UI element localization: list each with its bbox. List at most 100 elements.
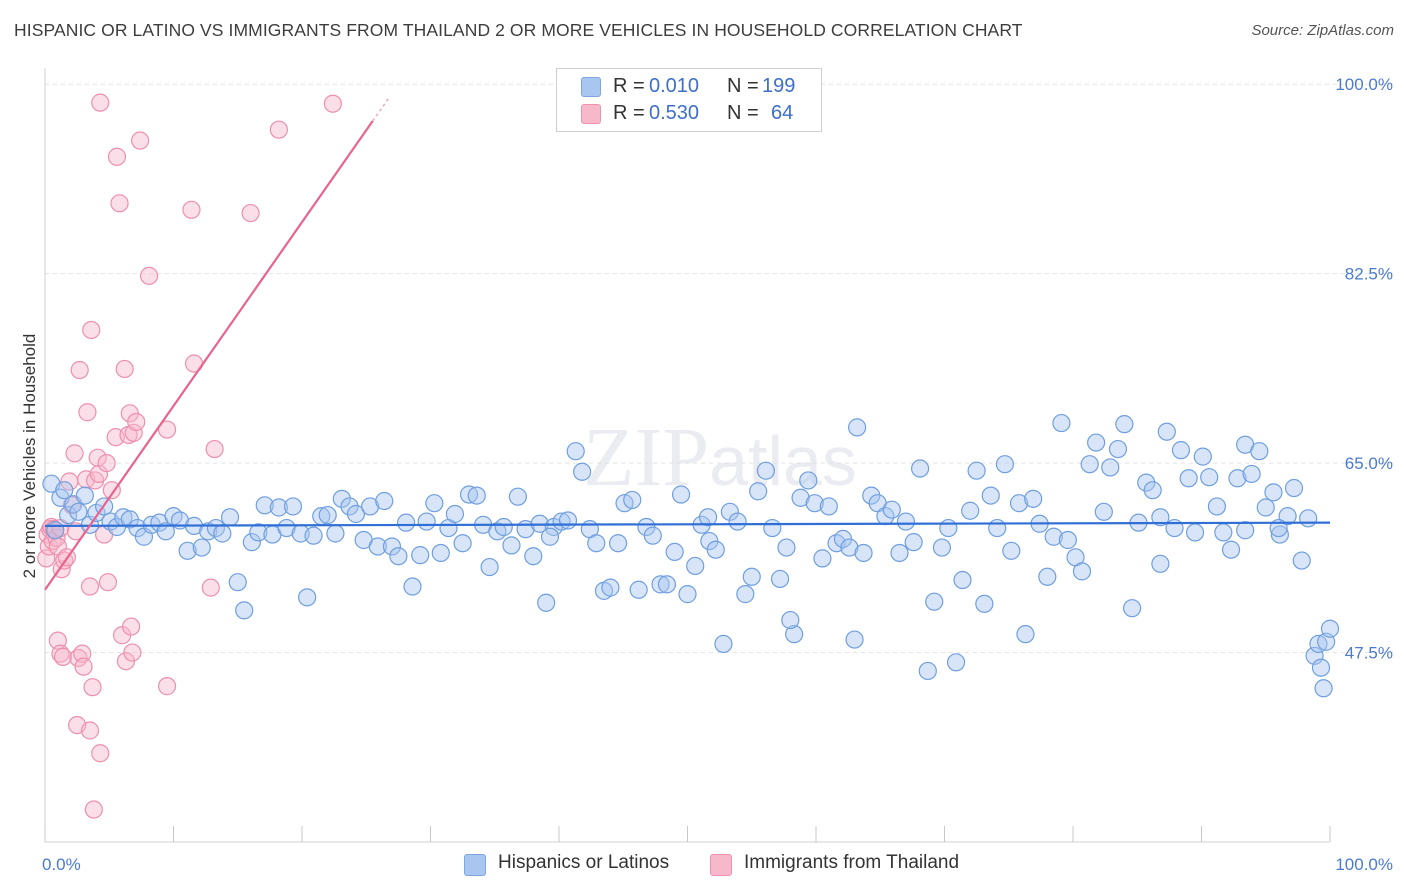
hispanic-point — [1108, 439, 1128, 459]
hispanic-point — [643, 526, 662, 545]
thailand-trend-extension — [372, 96, 390, 122]
hispanic-point — [728, 512, 747, 531]
thailand-point — [102, 481, 121, 500]
hispanic-point — [1185, 523, 1205, 542]
legend-n-label: N = — [727, 75, 759, 97]
hispanic-point — [346, 504, 366, 524]
hispanic-point — [777, 538, 796, 557]
hispanic-point — [1044, 527, 1063, 546]
hispanic-point — [375, 491, 394, 511]
hispanic-point — [1094, 502, 1113, 521]
thailand-point — [201, 578, 220, 597]
hispanic-point — [1002, 541, 1021, 560]
thailand-trend-line — [44, 120, 374, 591]
hispanic-point — [411, 546, 430, 565]
hispanic-point — [1221, 540, 1241, 559]
hispanic-point — [269, 498, 288, 517]
thailand-point — [98, 573, 118, 592]
hispanic-point — [629, 580, 648, 599]
hispanic-point — [1052, 413, 1071, 433]
hispanic-point — [799, 471, 818, 490]
thailand-point — [107, 147, 127, 166]
hispanic-point — [910, 459, 930, 478]
hispanic-point — [1137, 473, 1156, 492]
thailand-point — [91, 93, 110, 112]
legend-swatch-pink — [710, 854, 732, 876]
hispanic-point — [1016, 625, 1035, 644]
thailand-point — [205, 439, 224, 459]
hispanic-point — [1214, 523, 1233, 542]
hispanic-point — [988, 518, 1007, 538]
hispanic-point — [904, 533, 923, 552]
thailand-point — [110, 194, 129, 213]
trend-lines — [44, 96, 1331, 591]
hispanic-point — [1236, 521, 1255, 540]
hispanic-point — [714, 634, 733, 653]
thailand-points — [37, 93, 342, 819]
hispanic-point — [249, 523, 268, 542]
hispanic-point — [953, 570, 972, 590]
legend-label: Immigrants from Thailand — [744, 852, 960, 873]
hispanic-point — [1009, 494, 1029, 513]
hispanic-point — [283, 497, 303, 516]
hispanic-point — [686, 556, 705, 576]
hispanic-point — [75, 486, 94, 505]
hispanic-point — [890, 543, 909, 563]
hispanic-point — [854, 543, 873, 563]
hispanic-point — [1311, 658, 1331, 677]
thailand-point — [37, 549, 56, 568]
hispanic-point — [1087, 433, 1106, 452]
hispanic-point — [340, 497, 359, 516]
hispanic-point — [459, 485, 479, 504]
hispanic-point — [698, 508, 718, 527]
hispanic-point — [848, 418, 867, 437]
hispanic-point — [587, 534, 606, 553]
hispanic-point — [1024, 489, 1043, 508]
hispanic-point — [502, 536, 521, 555]
hispanic-point — [657, 575, 677, 594]
thailand-point — [78, 403, 97, 422]
hispanic-point — [819, 497, 838, 516]
hispanic-point — [1080, 455, 1099, 474]
legend-r-label: R = — [613, 75, 645, 97]
hispanic-point — [277, 518, 296, 538]
thailand-point — [88, 448, 107, 467]
watermark: ZIPatlas — [583, 411, 857, 504]
thailand-point — [91, 744, 110, 763]
hispanic-point — [55, 481, 74, 500]
legend-label: Hispanics or Latinos — [498, 852, 670, 873]
hispanic-point — [1314, 679, 1333, 698]
thailand-point — [74, 657, 93, 676]
hispanic-point — [298, 588, 317, 607]
legend-swatch-pink — [581, 104, 601, 124]
hispanic-point — [805, 494, 824, 513]
hispanic-point — [896, 512, 916, 531]
hispanic-point — [1264, 483, 1283, 502]
hispanic-point — [1228, 469, 1247, 488]
hispanic-point — [255, 496, 274, 515]
hispanic-point — [862, 486, 881, 505]
thailand-point — [73, 644, 92, 663]
hispanic-point — [368, 537, 387, 556]
source-label: Source: ZipAtlas.com — [1251, 22, 1394, 39]
grid-lines — [45, 83, 1395, 654]
hispanic-point — [961, 501, 980, 520]
hispanic-point — [156, 522, 175, 541]
hispanic-point — [46, 521, 65, 540]
hispanic-point — [1101, 458, 1120, 477]
hispanic-point — [1256, 498, 1275, 517]
hispanic-point — [1270, 525, 1289, 544]
hispanic-point — [706, 540, 725, 559]
hispanic-point — [1151, 554, 1170, 573]
thailand-point — [51, 644, 70, 663]
thailand-point — [157, 420, 177, 439]
legend-r-value: 0.010 — [649, 75, 700, 97]
hispanic-point — [558, 511, 578, 530]
thailand-point — [121, 617, 141, 636]
hispanic-point — [1193, 447, 1212, 466]
tick-labels: 47.5% 65.0% 82.5% 100.0% 0.0% 100.0% — [42, 75, 1393, 874]
hispanic-point — [1123, 599, 1142, 618]
x-tick-label: 100.0% — [1335, 855, 1393, 874]
hispanic-point — [946, 653, 966, 672]
